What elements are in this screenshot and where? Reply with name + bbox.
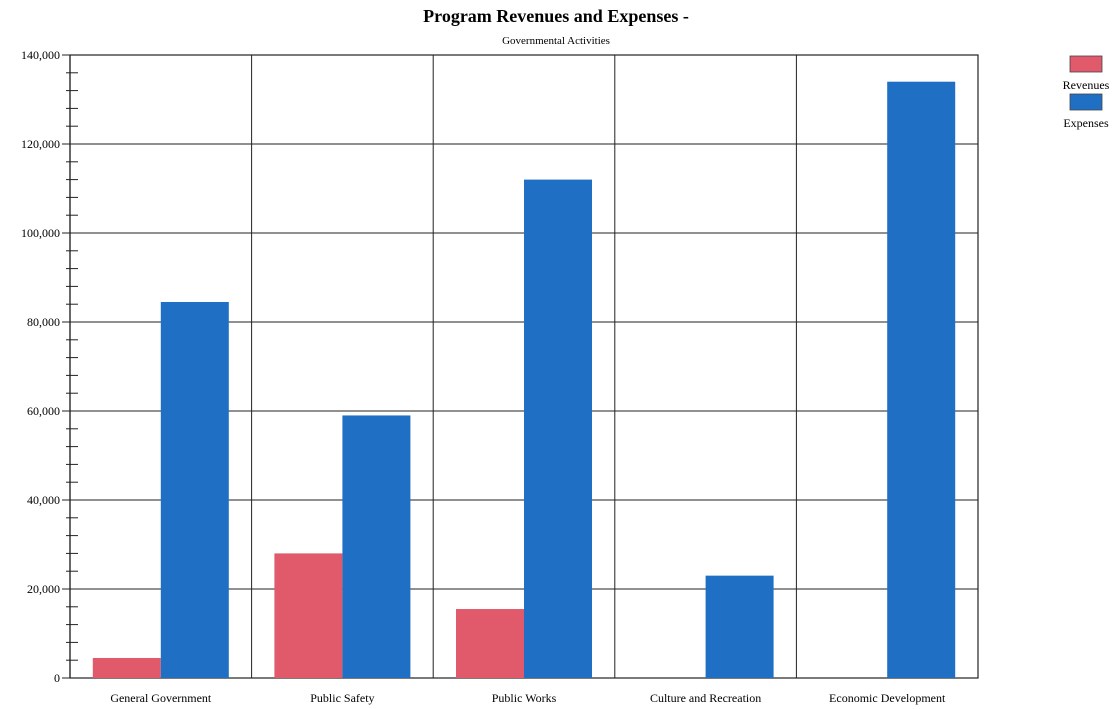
- y-tick-label: 100,000: [21, 226, 60, 240]
- bar-expenses-4: [887, 81, 956, 678]
- category-labels: General Government Public Safety Public Wo…: [110, 691, 946, 705]
- y-tick-label: 120,000: [21, 137, 60, 151]
- bar-revenues-2: [456, 609, 524, 678]
- category-label: Culture and Recreation: [650, 691, 761, 705]
- chart-subtitle: Governmental Activities: [502, 35, 610, 47]
- y-tick-label: 140,000: [21, 48, 60, 62]
- bars: [92, 81, 956, 678]
- bar-expenses-2: [524, 179, 592, 678]
- legend-swatch-revenues: [1069, 55, 1103, 73]
- bar-revenues-0: [92, 657, 161, 678]
- y-tick-label: 60,000: [27, 404, 60, 418]
- y-tick-label: 20,000: [27, 582, 60, 596]
- bar-expenses-1: [342, 415, 411, 678]
- category-label: General Government: [110, 691, 212, 705]
- y-tick-label: 80,000: [27, 315, 60, 329]
- category-label: Economic Development: [829, 691, 946, 705]
- legend-label-expenses: Expenses: [1063, 116, 1109, 130]
- y-tick-label: 0: [54, 671, 60, 685]
- legend: Revenues Expenses: [1063, 55, 1110, 130]
- chart-title: Program Revenues and Expenses -: [423, 6, 689, 26]
- y-axis: 0 20,000 40,000 60,000 80,000 100,000 120,000 1…: [21, 48, 78, 685]
- category-label: Public Safety: [310, 691, 374, 705]
- category-label: Public Works: [492, 691, 557, 705]
- legend-label-revenues: Revenues: [1063, 78, 1110, 92]
- bar-expenses-0: [160, 301, 229, 678]
- bar-revenues-1: [274, 553, 343, 678]
- bar-expenses-3: [705, 575, 774, 678]
- y-tick-label: 40,000: [27, 493, 60, 507]
- legend-swatch-expenses: [1069, 93, 1103, 111]
